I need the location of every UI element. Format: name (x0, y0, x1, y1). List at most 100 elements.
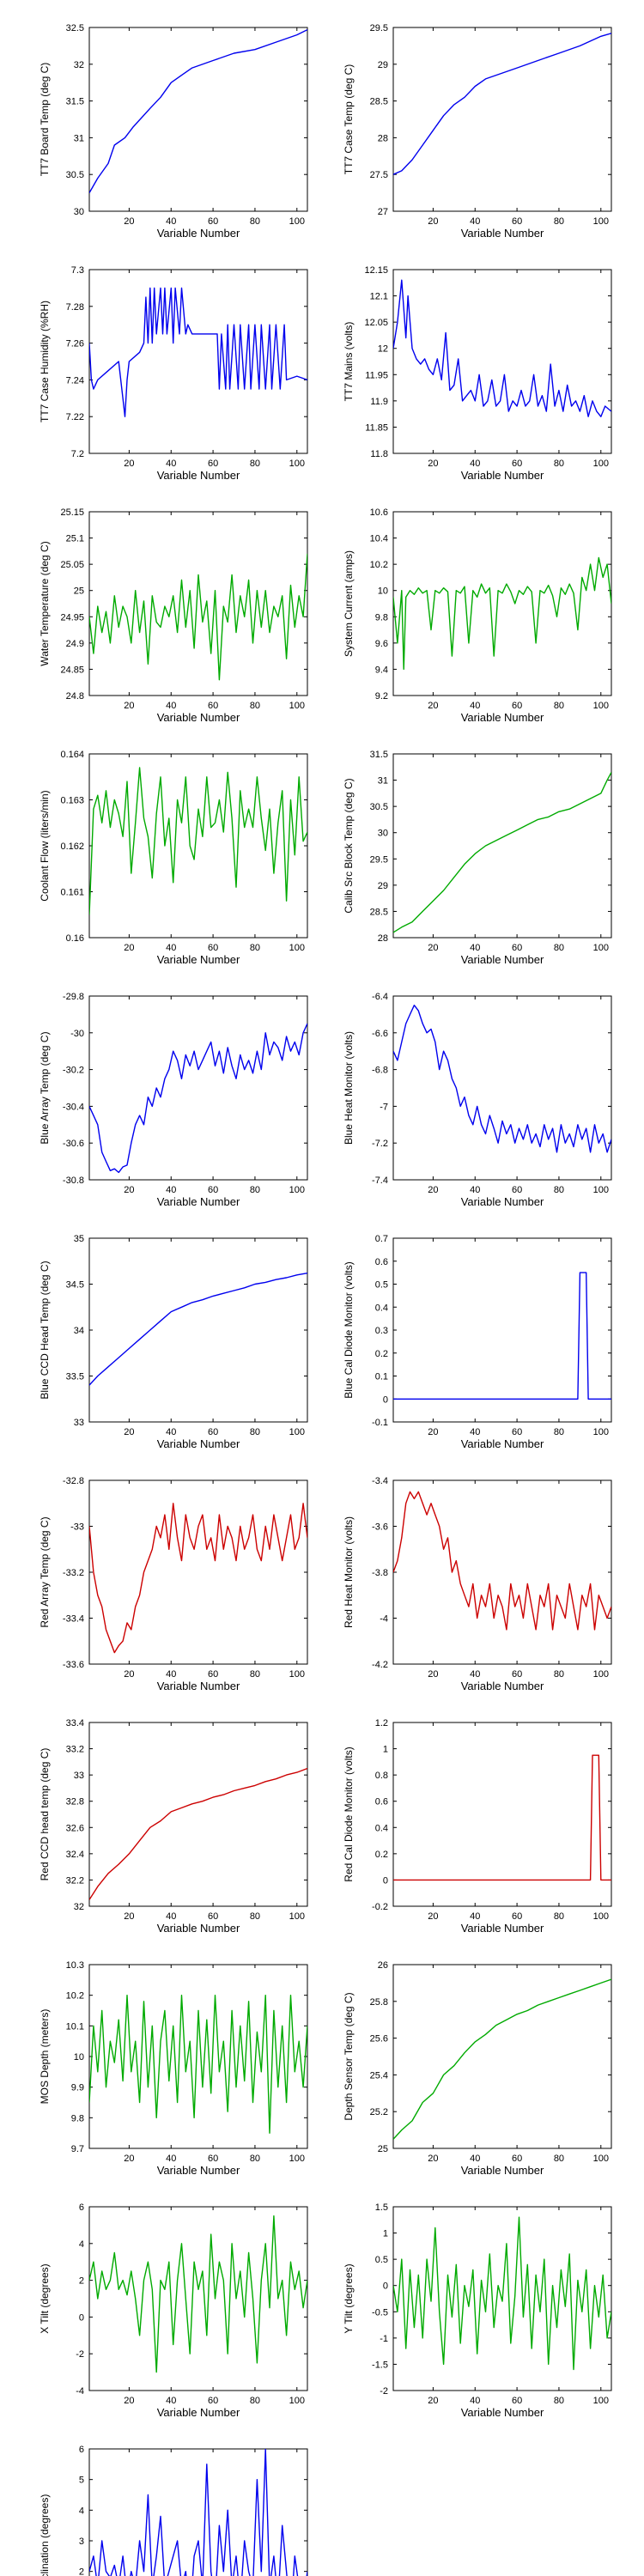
y-tick-label: 33.2 (66, 1745, 84, 1755)
y-tick-label: 0.163 (60, 796, 84, 806)
y-tick-label: 7.22 (66, 412, 84, 422)
y-tick-label: 5 (79, 2476, 84, 2486)
x-tick-label: 100 (593, 1427, 609, 1437)
x-tick-label: 100 (289, 1669, 305, 1680)
x-tick-label: 40 (166, 1185, 176, 1195)
x-tick-label: 100 (289, 2154, 305, 2164)
y-tick-label: 25.2 (370, 2107, 388, 2117)
chart-panel-12: -33.6 -33.4 -33.2 -33 -32.8 20 40 60 80 100 Variab… (39, 1476, 308, 1692)
x-tick-label: 40 (166, 2154, 176, 2164)
x-tick-label: 60 (512, 459, 522, 469)
series-line-0 (393, 33, 611, 175)
y-axis-label: X Tilt (degrees) (39, 2263, 51, 2333)
y-tick-label: 10.1 (66, 2021, 84, 2032)
x-tick-label: 80 (554, 216, 564, 227)
series-line-0 (393, 1004, 611, 1153)
y-axis-label: Y Tilt (degrees) (343, 2263, 355, 2333)
y-axis-label: Inclination (degrees) (39, 2494, 51, 2576)
y-tick-label: 11.9 (370, 397, 388, 407)
x-tick-label: 100 (593, 2154, 609, 2164)
x-tick-label: 60 (512, 2154, 522, 2164)
y-tick-label: 31.5 (370, 750, 388, 760)
series-line-0 (393, 2216, 611, 2371)
y-axis-label: Coolant Flow (liters/min) (39, 790, 51, 901)
y-tick-label: 31 (74, 133, 84, 143)
x-axis-label: Variable Number (461, 1195, 544, 1208)
y-tick-label: 32.2 (66, 1875, 84, 1886)
x-axis-label: Variable Number (461, 1437, 544, 1450)
x-tick-label: 80 (250, 1185, 260, 1195)
chart-panel-5: 9.2 9.4 9.6 9.8 10 10.2 10.4 10.6 20 40 60 80 100 Var… (343, 507, 612, 724)
x-axis-label: Variable Number (461, 227, 544, 240)
y-tick-label: 1.5 (375, 2202, 388, 2213)
chart-panel-6: 0.16 0.161 0.162 0.163 0.164 20 40 60 80 100 Varia… (39, 750, 308, 966)
x-tick-label: 40 (166, 1669, 176, 1680)
axes-frame (88, 2448, 308, 2576)
y-tick-label: 9.6 (375, 639, 388, 649)
x-tick-label: 100 (593, 459, 609, 469)
x-tick-label: 40 (166, 1427, 176, 1437)
y-tick-label: 9.9 (71, 2083, 84, 2093)
axes-frame (88, 511, 308, 696)
y-tick-label: 30.5 (370, 802, 388, 812)
y-tick-label: 0 (383, 2281, 388, 2292)
y-tick-label: 24.95 (60, 612, 84, 623)
axes-frame (392, 995, 612, 1181)
x-tick-label: 20 (428, 459, 438, 469)
y-tick-label: -4 (76, 2386, 84, 2397)
y-tick-label: 25 (378, 2144, 388, 2154)
y-tick-label: 1.2 (375, 1718, 388, 1728)
y-tick-label: 7.28 (66, 302, 84, 313)
x-tick-label: 40 (166, 216, 176, 227)
y-tick-label: 10.3 (66, 1960, 84, 1971)
x-tick-label: 80 (554, 701, 564, 711)
y-tick-label: 33.4 (66, 1718, 84, 1728)
y-tick-label: 10 (74, 2052, 84, 2063)
series-line-0 (393, 556, 611, 671)
x-tick-label: 40 (470, 1427, 480, 1437)
axes-frame (88, 269, 308, 454)
x-tick-label: 100 (593, 943, 609, 953)
x-axis-label: Variable Number (461, 469, 544, 482)
y-tick-label: 0.2 (375, 1349, 388, 1359)
x-tick-label: 60 (512, 1185, 522, 1195)
x-tick-label: 80 (554, 2154, 564, 2164)
chart-panel-18: -4 -2 0 2 4 6 20 40 60 80 100 Variable Number X Tilt… (39, 2202, 308, 2419)
y-tick-label: -33.4 (63, 1614, 84, 1625)
y-tick-label: 0.1 (375, 1372, 388, 1382)
x-tick-label: 40 (470, 1669, 480, 1680)
y-tick-label: -6.6 (372, 1029, 388, 1039)
y-tick-label: 0 (383, 1394, 388, 1405)
series-line-0 (393, 1272, 611, 1400)
x-tick-label: 60 (208, 1185, 218, 1195)
x-tick-label: 20 (124, 459, 134, 469)
y-tick-label: 28.5 (370, 97, 388, 107)
series-line-0 (89, 287, 307, 417)
series-line-0 (89, 1273, 307, 1386)
y-tick-label: 0.3 (375, 1326, 388, 1336)
y-tick-label: 11.95 (365, 370, 388, 380)
x-tick-label: 80 (554, 1669, 564, 1680)
axes-frame (88, 753, 308, 939)
x-tick-label: 40 (470, 701, 480, 711)
y-tick-label: 32.4 (66, 1850, 84, 1860)
y-axis-label: Calib Src Block Temp (deg C) (343, 778, 355, 913)
y-tick-label: -0.5 (372, 2307, 388, 2318)
x-tick-label: 60 (208, 1669, 218, 1680)
x-tick-label: 100 (593, 1185, 609, 1195)
y-tick-label: -3.6 (372, 1522, 388, 1533)
x-tick-label: 60 (208, 216, 218, 227)
x-tick-label: 100 (593, 216, 609, 227)
y-tick-label: -0.2 (372, 1902, 388, 1912)
x-tick-label: 20 (124, 943, 134, 953)
x-tick-label: 80 (554, 2396, 564, 2406)
y-tick-label: 29.5 (370, 23, 388, 33)
x-tick-label: 80 (554, 943, 564, 953)
x-tick-label: 60 (208, 701, 218, 711)
x-tick-label: 60 (208, 943, 218, 953)
x-tick-label: 80 (250, 701, 260, 711)
y-tick-label: 2 (79, 2567, 84, 2576)
x-tick-label: 80 (554, 1427, 564, 1437)
x-tick-label: 60 (512, 943, 522, 953)
